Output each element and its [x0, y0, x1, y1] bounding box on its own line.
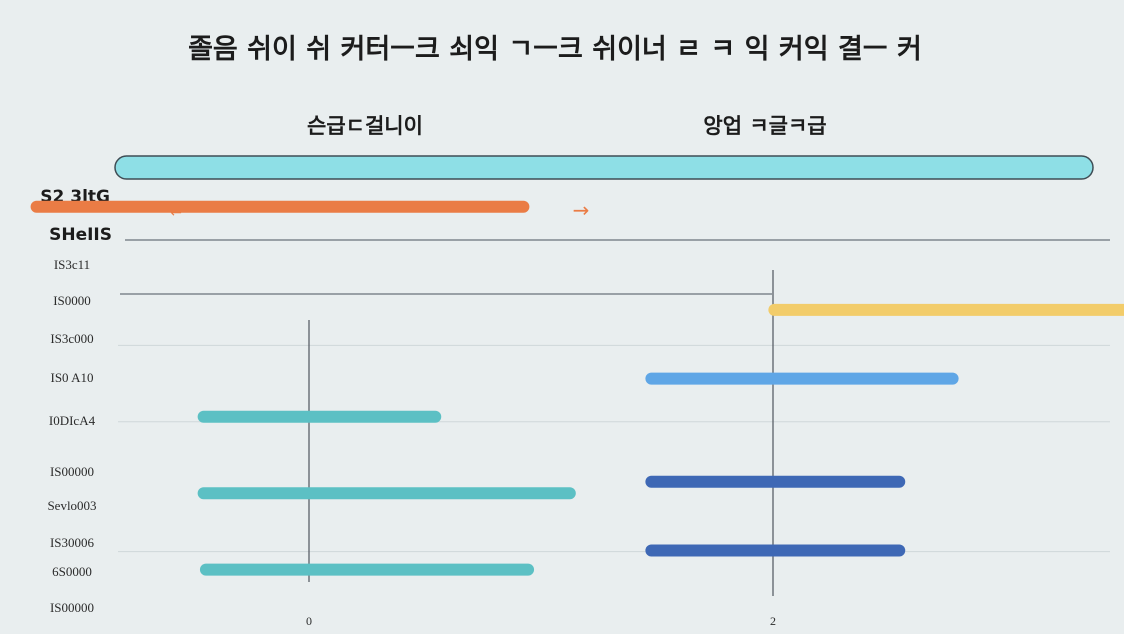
y-axis-label-line-2: SHeIIS: [49, 225, 112, 245]
legend-arrow-left: ←: [170, 205, 182, 221]
y-tick-label: IS0000: [53, 293, 91, 308]
bar-orange: [30, 200, 530, 213]
legend-arrow-right: →: [573, 198, 590, 222]
y-tick-label: IS00000: [50, 464, 94, 479]
vertical-axis-lines: [308, 270, 774, 596]
subtitle-right: 앙업 ㅋ글ㅋ급: [703, 114, 826, 138]
y-tick-labels: IS3c11 IS0000 IS3c000 IS0 A10 I0DIcA4 IS00000…: [47, 257, 96, 615]
bars: [30, 200, 1124, 576]
chart-title: 졸음 쉬이 쉬 커터ㅡ크 쇠익 ㄱㅡ크 쉬이너 ㄹ ㅋ 익 커익 결ㅡ 커: [188, 34, 922, 65]
y-tick-label: IS00000: [50, 600, 94, 615]
y-tick-label: Sevlo003: [47, 498, 96, 513]
y-tick-label: IS3c000: [50, 331, 93, 346]
subtitle-left: 슨급ㄷ걸니이: [307, 114, 423, 138]
y-tick-label: 6S0000: [52, 564, 92, 579]
bar-dark_blue: [645, 475, 906, 488]
bar-teal: [197, 487, 576, 500]
y-tick-label: IS30006: [50, 535, 95, 550]
header-band: [114, 155, 1094, 180]
y-tick-label: IS0 A10: [51, 370, 94, 385]
bar-dark_blue: [645, 544, 906, 557]
bar-teal: [197, 410, 442, 423]
bar-yellow: [768, 303, 1124, 316]
bar-light_blue: [645, 372, 959, 385]
x-tick-label: 0: [306, 614, 312, 628]
x-tick-label: 2: [770, 614, 776, 628]
y-tick-label: IS3c11: [54, 257, 90, 272]
bar-teal: [199, 563, 535, 576]
y-tick-label: I0DIcA4: [49, 413, 96, 428]
